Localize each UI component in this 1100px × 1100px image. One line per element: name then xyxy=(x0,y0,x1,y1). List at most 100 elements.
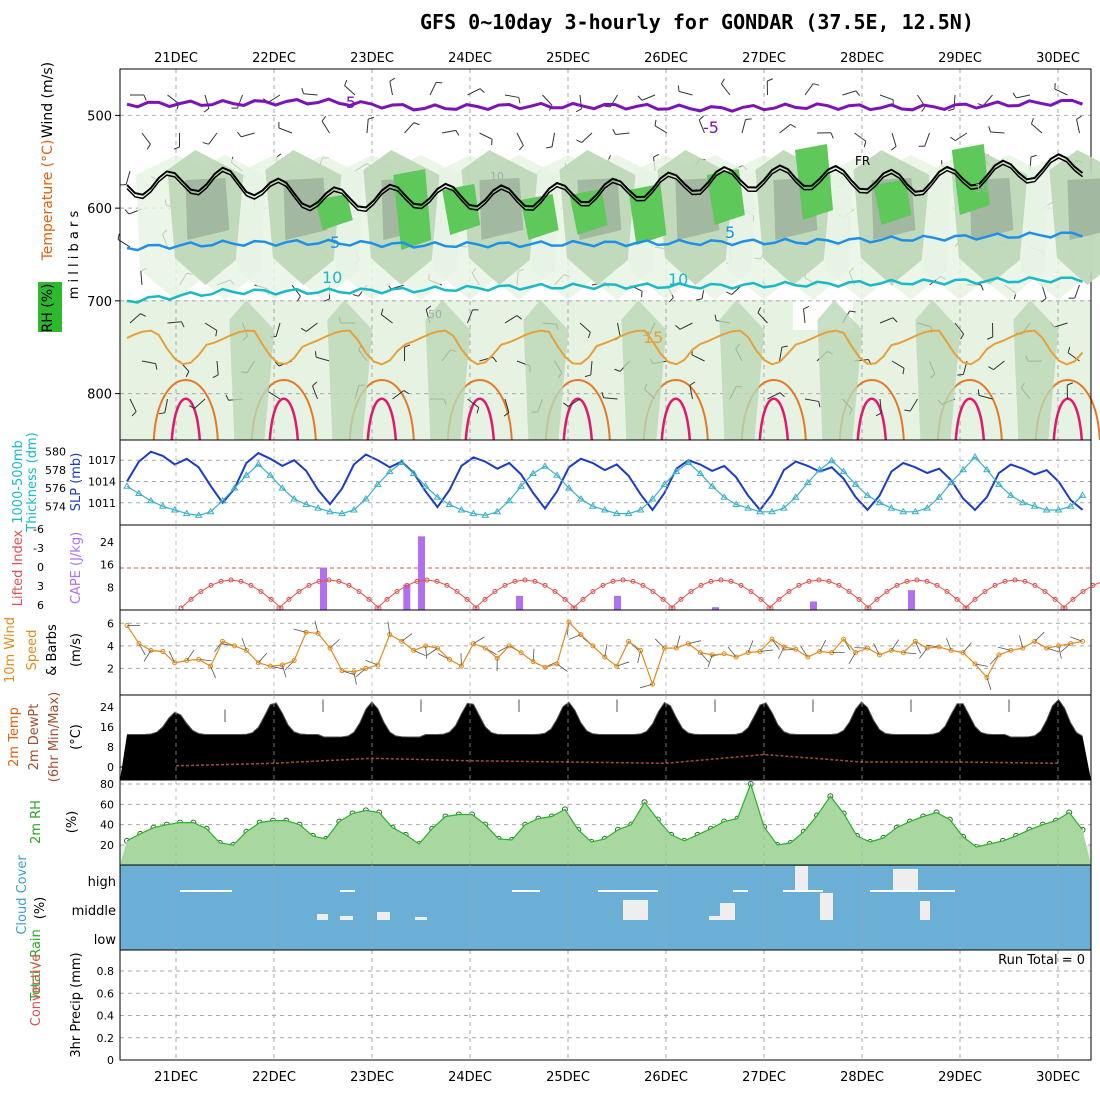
wind-barb xyxy=(675,324,681,330)
thickness-point xyxy=(409,469,418,476)
cloud-cover-panel xyxy=(119,864,1092,951)
rh-region xyxy=(817,300,863,440)
thickness-point xyxy=(756,507,764,515)
wind-barb xyxy=(366,119,369,134)
y-tick-label: 0.4 xyxy=(97,1010,115,1023)
lifted-index-point xyxy=(258,589,264,595)
lifted-index-panel xyxy=(119,524,1096,611)
wind-label: Wind (m/s) xyxy=(40,62,56,138)
mid-cloud xyxy=(795,866,808,890)
lifted-index-point xyxy=(1052,596,1058,602)
date-label-bottom: 29DEC xyxy=(938,1070,982,1085)
high-cloud xyxy=(783,890,823,892)
wind-barb xyxy=(563,402,569,407)
wind-barb xyxy=(654,638,665,649)
plus5-contour xyxy=(126,231,1083,252)
contour-label: 5 xyxy=(725,223,735,242)
rh-region xyxy=(185,178,230,240)
lifted-index-point xyxy=(738,582,744,588)
y-tick-label: 1017 xyxy=(88,454,116,467)
wind-barb xyxy=(978,394,993,400)
wind-barb xyxy=(924,132,930,147)
thickness-point xyxy=(123,482,131,489)
wind-barb xyxy=(476,407,480,414)
wind-barb xyxy=(579,322,591,333)
thickness-point xyxy=(612,509,621,517)
wind-barb xyxy=(977,389,980,396)
wind-barb xyxy=(879,94,894,101)
thickness-point xyxy=(135,489,143,496)
wind-barb xyxy=(173,146,180,150)
temp-line xyxy=(127,698,1083,738)
wind-barb xyxy=(301,87,305,94)
wind-barb xyxy=(352,294,359,297)
wind-barb xyxy=(575,108,582,113)
wind-barb xyxy=(615,132,630,135)
lifted-index-point xyxy=(796,582,802,588)
y-tick-label: 0.8 xyxy=(97,965,115,978)
wind-barb xyxy=(167,94,179,104)
temperature-label: Temperature (°C) xyxy=(40,140,56,262)
wind-barb xyxy=(426,647,438,656)
wind-barb xyxy=(315,356,330,362)
date-label-top: 28DEC xyxy=(840,51,884,66)
wind-barb xyxy=(141,132,151,145)
lifted-index-point xyxy=(286,596,292,602)
contour-label: 10 xyxy=(668,270,688,289)
wind-barb xyxy=(140,313,146,317)
wind-barb xyxy=(321,116,327,122)
wind-barb xyxy=(993,360,1005,371)
wind-barb xyxy=(639,683,653,689)
temp-unit-label: (°C) xyxy=(69,724,84,750)
wind-barb xyxy=(1019,635,1024,649)
mid-cloud xyxy=(623,900,648,920)
wind-barb xyxy=(131,411,137,417)
thickness-point xyxy=(338,509,346,517)
cape-bar xyxy=(418,536,425,610)
wind-barb xyxy=(679,322,693,330)
lifted-index-point xyxy=(346,582,352,588)
lifted-index-point xyxy=(972,596,978,602)
wind-barb xyxy=(215,330,218,337)
wind-barb xyxy=(779,123,791,134)
rh-unit-label: (%) xyxy=(65,811,80,834)
wind-barb xyxy=(413,122,420,126)
wind-barb xyxy=(891,360,905,369)
wind-barb xyxy=(194,398,206,409)
lifted-index-point xyxy=(268,596,274,602)
wind-barb xyxy=(676,635,681,649)
wind-barb xyxy=(819,639,827,652)
wind-barb xyxy=(891,639,900,651)
minus5-contour xyxy=(126,97,1084,113)
cloud-level-label: middle xyxy=(72,904,116,919)
wind-barb xyxy=(387,621,391,635)
wind-barb xyxy=(1076,119,1080,134)
wind-barb xyxy=(757,312,768,324)
slp-label: SLP (mb) xyxy=(69,453,84,512)
lifted-index-point xyxy=(502,582,508,588)
lifted-index-point xyxy=(542,582,548,588)
lifted-index-point xyxy=(640,582,646,588)
wind-barb xyxy=(413,650,426,657)
high-cloud xyxy=(512,890,540,892)
wind-barb xyxy=(1076,115,1082,120)
wind-barb xyxy=(892,317,898,323)
y-tick-label: 24 xyxy=(100,701,114,714)
thickness-point xyxy=(481,511,490,518)
wind-barb xyxy=(278,127,293,134)
wind-barb xyxy=(479,88,485,94)
wind-barb xyxy=(303,93,318,96)
wind-barb xyxy=(803,305,810,310)
wind-barb xyxy=(532,648,535,662)
y-tick-label: 576 xyxy=(45,482,66,495)
wind-barb xyxy=(1012,92,1017,99)
thickness-point xyxy=(935,493,944,500)
wind-barb xyxy=(781,345,788,348)
wind-barb xyxy=(800,646,809,658)
wind-barb xyxy=(879,398,882,413)
date-label-bottom: 22DEC xyxy=(252,1070,296,1085)
thickness-point xyxy=(600,506,609,513)
thickness-point xyxy=(529,469,537,476)
wind-barb xyxy=(138,643,146,656)
date-label-top: 24DEC xyxy=(448,51,492,66)
